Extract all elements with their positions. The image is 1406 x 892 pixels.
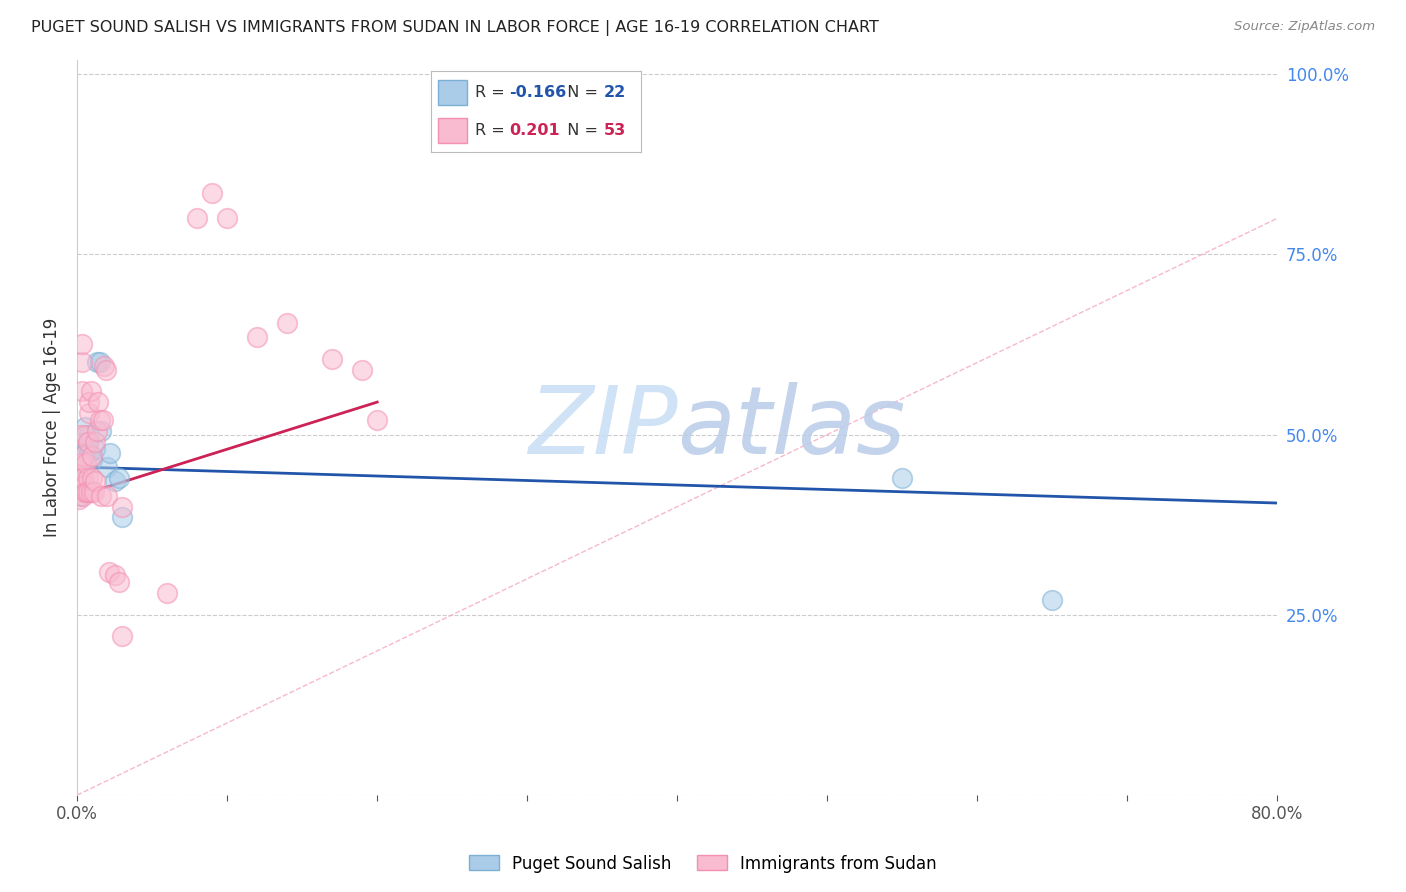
Point (73, 478, 96, 492)
Point (96, 489, 118, 503)
Point (1042, 593, 1064, 607)
Point (366, 413, 388, 427)
Point (79, 384, 101, 399)
Point (84, 475, 107, 489)
Point (104, 475, 127, 489)
Point (156, 586, 179, 600)
Point (76, 434, 98, 449)
Point (75, 456, 97, 470)
Point (67, 492, 90, 507)
Text: PUGET SOUND SALISH VS IMMIGRANTS FROM SUDAN IN LABOR FORCE | AGE 16-19 CORRELATI: PUGET SOUND SALISH VS IMMIGRANTS FROM SU… (31, 20, 879, 36)
Point (72, 449, 94, 463)
Point (70, 337, 93, 351)
Point (70, 456, 93, 470)
Point (89, 413, 111, 427)
Text: ZIP: ZIP (527, 382, 678, 473)
Point (82, 452, 104, 467)
Point (73, 445, 96, 459)
Point (98, 445, 121, 459)
Point (72, 471, 94, 485)
Point (96, 460, 118, 475)
Point (77, 395, 100, 409)
Point (86, 424, 108, 438)
Point (70, 355, 93, 369)
Point (276, 316, 298, 330)
Point (69, 467, 91, 482)
Y-axis label: In Labor Force | Age 16-19: In Labor Force | Age 16-19 (44, 318, 60, 537)
Point (76, 471, 98, 485)
Point (72, 460, 94, 475)
Point (217, 211, 239, 226)
Text: Source: ZipAtlas.com: Source: ZipAtlas.com (1234, 20, 1375, 33)
Text: atlas: atlas (678, 382, 905, 473)
Point (67, 485, 90, 500)
Point (69, 456, 91, 470)
Point (70, 471, 93, 485)
Point (90, 424, 112, 438)
Point (91, 413, 114, 427)
Point (72, 489, 94, 503)
Point (83, 485, 105, 500)
Point (73, 427, 96, 442)
Point (82, 449, 104, 463)
Point (76, 485, 98, 500)
Point (67, 467, 90, 482)
Point (90, 489, 112, 503)
Legend: Puget Sound Salish, Immigrants from Sudan: Puget Sound Salish, Immigrants from Suda… (463, 848, 943, 880)
Point (72, 434, 94, 449)
Point (75, 485, 97, 500)
Point (87, 395, 110, 409)
Point (97, 565, 120, 579)
Point (201, 186, 224, 200)
Point (70, 478, 93, 492)
Point (84, 434, 107, 449)
Point (77, 427, 100, 442)
Point (89, 355, 111, 369)
Point (79, 485, 101, 500)
Point (186, 211, 208, 226)
Point (70, 384, 93, 399)
Point (246, 330, 269, 344)
Point (76, 434, 98, 449)
Point (94, 362, 117, 376)
Point (69, 471, 91, 485)
Point (111, 629, 134, 643)
Point (891, 471, 914, 485)
Point (111, 500, 134, 514)
Point (93, 359, 115, 373)
Point (77, 406, 100, 420)
Point (82, 471, 104, 485)
Point (69, 427, 91, 442)
Point (73, 485, 96, 500)
Point (108, 471, 131, 485)
Point (84, 442, 107, 456)
Point (73, 420, 96, 434)
Point (321, 351, 343, 366)
Point (86, 355, 108, 369)
Point (111, 510, 134, 524)
Point (69, 489, 91, 503)
Point (108, 575, 131, 590)
Point (77, 445, 100, 459)
Point (352, 362, 374, 376)
Point (104, 568, 127, 582)
